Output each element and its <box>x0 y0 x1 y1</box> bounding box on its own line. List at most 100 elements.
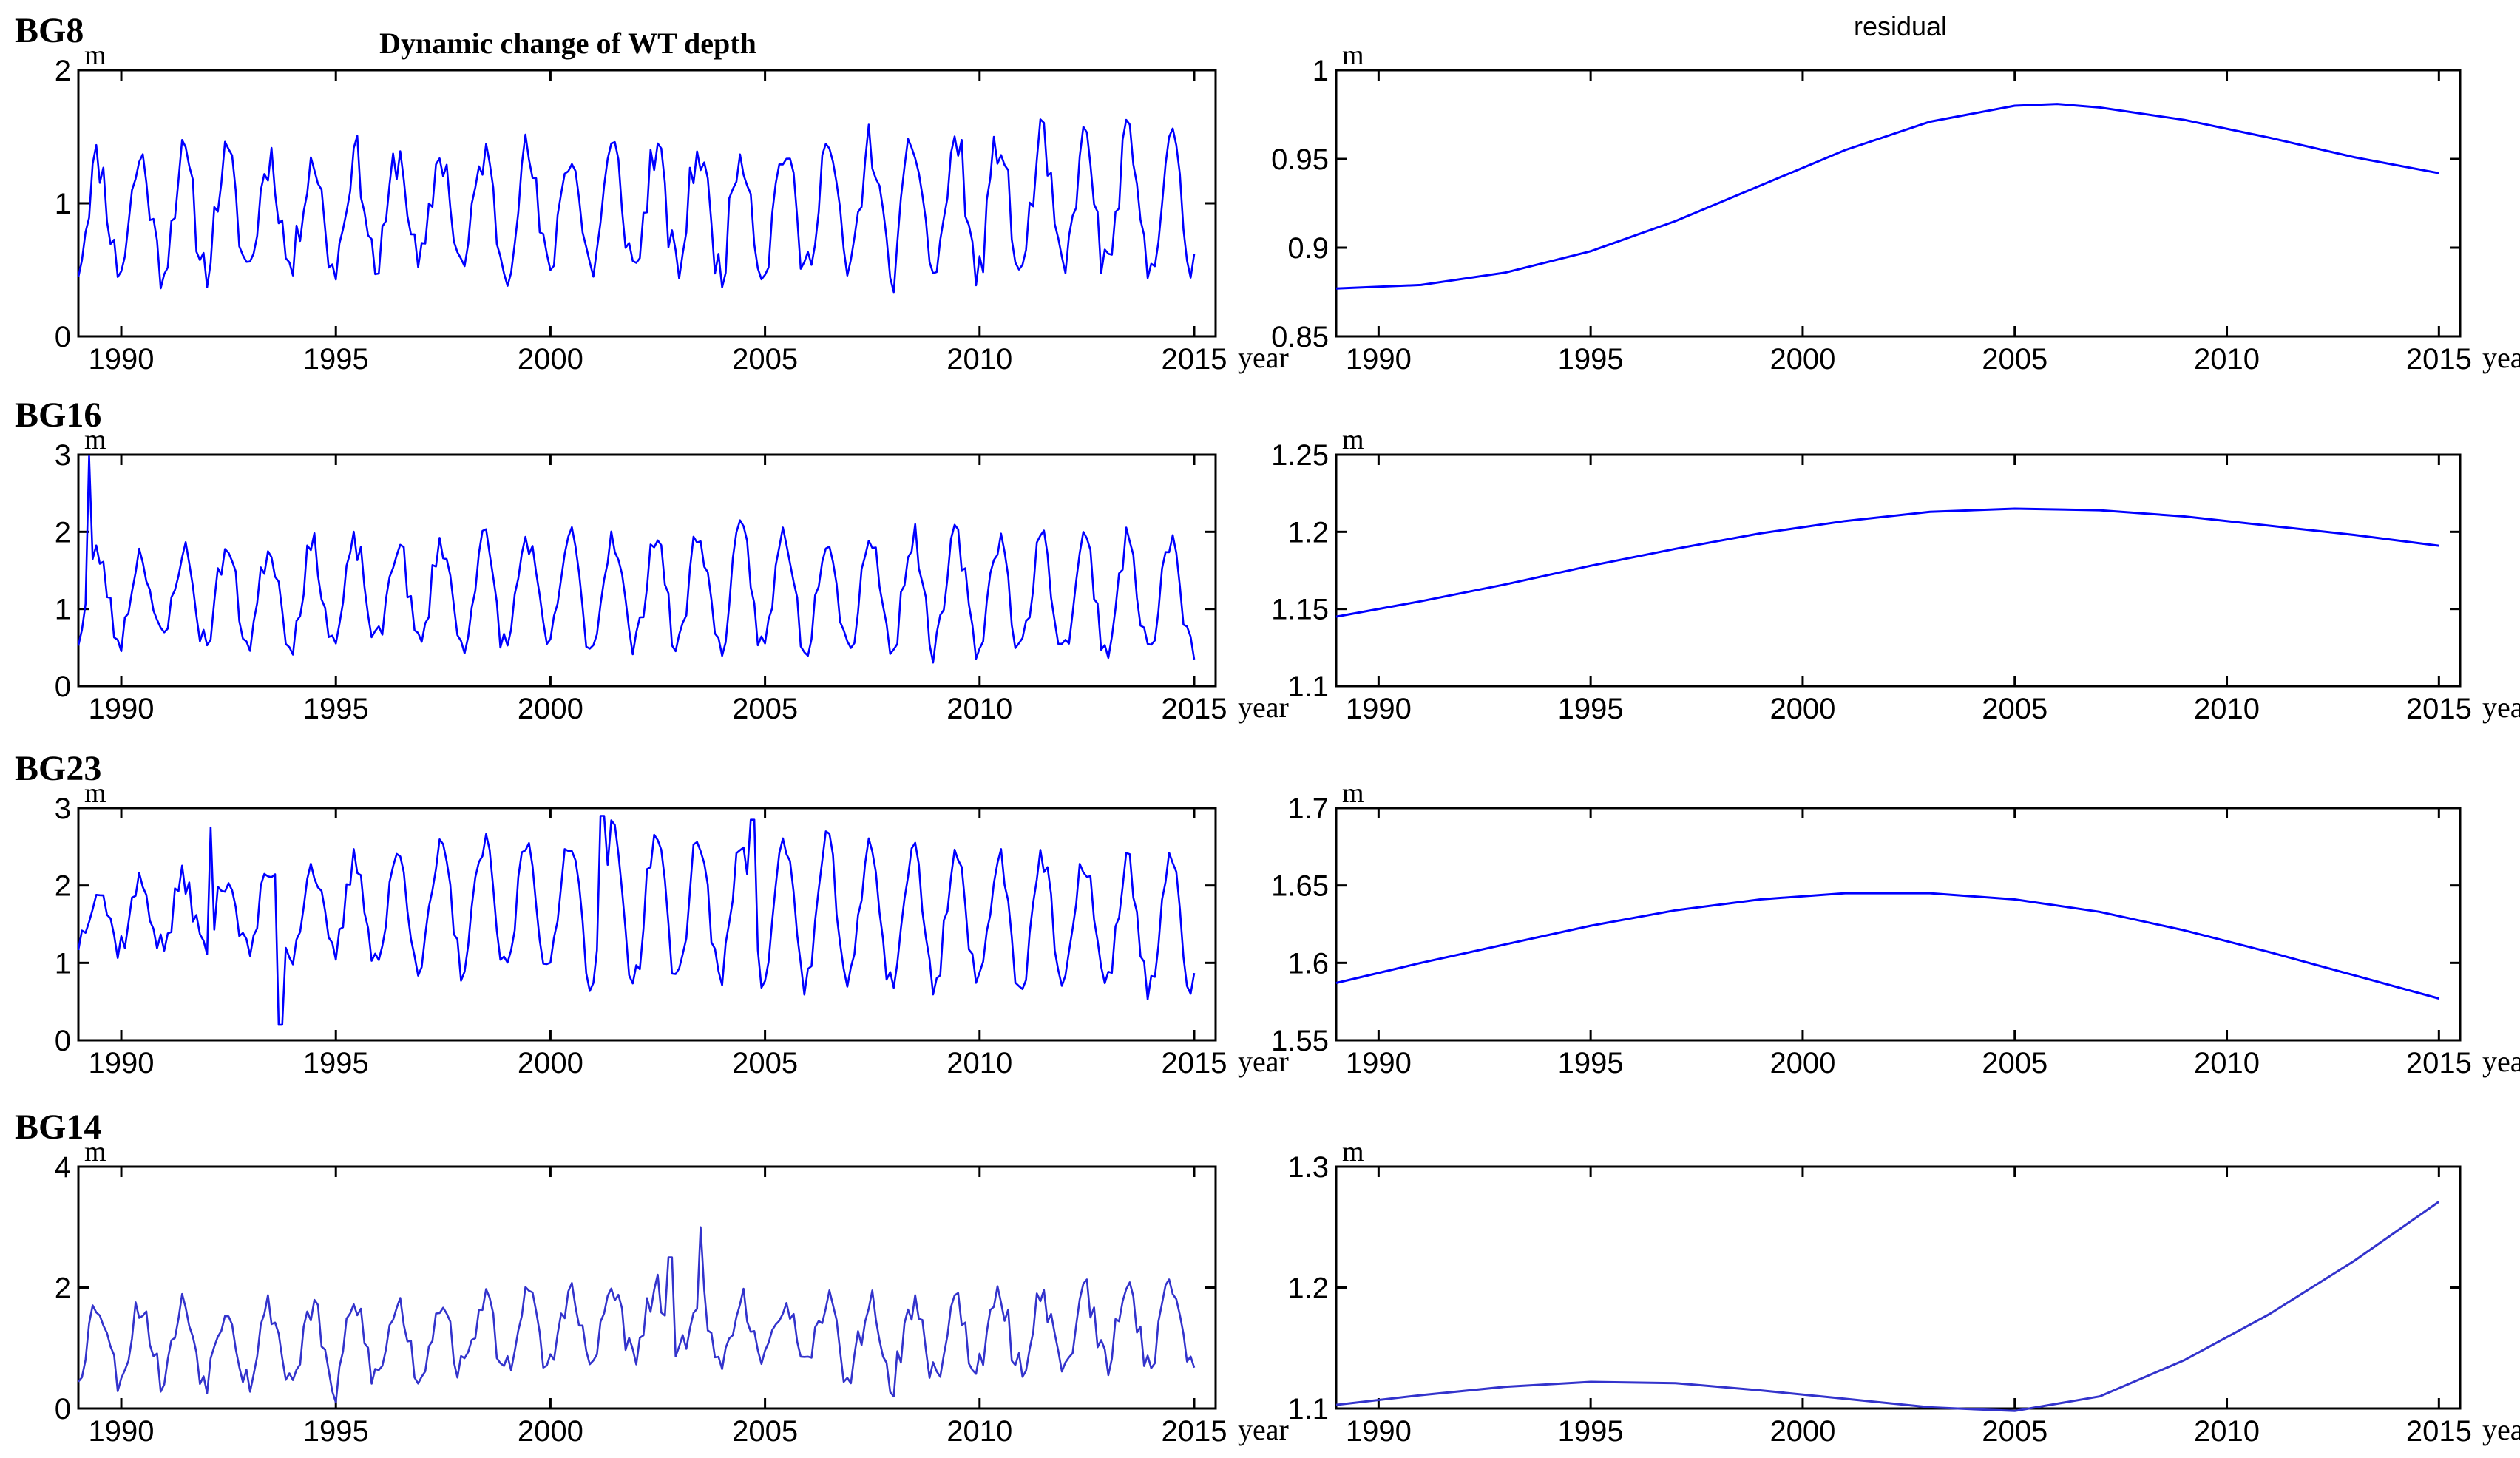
series-line-residual-bg14 <box>1335 1201 2440 1412</box>
x-tick-label: 1995 <box>1558 343 1624 376</box>
y-tick-label: 1.15 <box>1271 594 1329 626</box>
x-tick-label: 2000 <box>1769 1047 1835 1079</box>
y-tick-label: 3 <box>55 793 71 825</box>
y-tick-label: 1.6 <box>1287 947 1329 980</box>
x-tick-label: 2005 <box>1982 343 2048 376</box>
panel-residual-bg23: 1.55 1.6 1.65 1.7 1990 1995 2000 2005 2010 2015 m y… <box>1271 778 2520 1079</box>
series-line-residual-bg23 <box>1335 892 2439 1000</box>
series-line-raw-bg23 <box>77 815 1196 1026</box>
y-tick-label: 2 <box>55 55 71 87</box>
x-tick-label: 2010 <box>946 1047 1012 1079</box>
y-tick-label: 0.95 <box>1271 143 1329 176</box>
x-tick-label: 2000 <box>1769 1415 1835 1448</box>
x-tick-label: 1990 <box>89 693 155 725</box>
axes-frame <box>77 807 1217 1042</box>
panel-residual-bg16: 1.1 1.15 1.2 1.25 1990 1995 2000 2005 2010 2015 m y… <box>1271 424 2520 725</box>
panel-raw-bg8: 0 1 2 1990 1995 2000 2005 2010 2015 m year BG8 <box>15 11 1289 376</box>
x-axis-label: year <box>2482 1413 2520 1446</box>
x-tick-label: 2010 <box>946 343 1012 376</box>
x-tick-label: 2005 <box>732 1415 798 1448</box>
x-tick-label: 1995 <box>303 1047 369 1079</box>
right-column-title: residual <box>1854 11 1947 41</box>
x-tick-label: 2010 <box>946 693 1012 725</box>
x-tick-label: 2015 <box>1161 1415 1227 1448</box>
panel-raw-bg16: 0 1 2 3 1990 1995 2000 2005 2010 2015 m year BG16 <box>15 396 1289 725</box>
x-tick-label: 2010 <box>2194 343 2260 376</box>
y-tick-label: 4 <box>55 1151 71 1184</box>
axes-frame <box>1335 453 2462 688</box>
x-tick-label: 2015 <box>1161 1047 1227 1079</box>
x-tick-label: 2000 <box>518 1415 583 1448</box>
axes-frame <box>77 1165 1217 1410</box>
x-tick-label: 2015 <box>2406 693 2472 725</box>
left-column-title: Dynamic change of WT depth <box>379 27 756 60</box>
y-tick-label: 0 <box>55 321 71 353</box>
x-axis-label: year <box>1238 691 1289 724</box>
axes-frame <box>1335 69 2462 338</box>
y-tick-label: 1.65 <box>1271 870 1329 903</box>
y-tick-label: 1.3 <box>1287 1151 1329 1184</box>
x-tick-label: 2005 <box>1982 1047 2048 1079</box>
series-line-raw-bg14 <box>77 1226 1196 1404</box>
y-tick-label: 1 <box>1312 55 1329 87</box>
y-tick-label: 0 <box>55 671 71 703</box>
y-axis-unit-label: m <box>84 1136 106 1167</box>
axes-frame <box>1335 1165 2462 1410</box>
x-tick-label: 2015 <box>1161 343 1227 376</box>
axes-frame <box>77 453 1217 688</box>
axes-frame <box>1335 807 2462 1042</box>
x-tick-label: 2000 <box>1769 343 1835 376</box>
y-axis-unit-label: m <box>84 424 106 455</box>
x-tick-label: 2000 <box>518 693 583 725</box>
x-tick-label: 2015 <box>2406 1415 2472 1448</box>
series-line-raw-bg8 <box>77 118 1196 294</box>
y-axis-unit-label: m <box>1342 40 1364 71</box>
x-tick-label: 2015 <box>1161 693 1227 725</box>
y-tick-label: 2 <box>55 516 71 549</box>
x-tick-label: 1995 <box>1558 1047 1624 1079</box>
x-tick-label: 1995 <box>1558 693 1624 725</box>
x-axis-label: year <box>1238 1413 1289 1446</box>
series-line-raw-bg16 <box>77 455 1196 664</box>
x-tick-label: 2000 <box>1769 693 1835 725</box>
panel-raw-bg23: 0 1 2 3 1990 1995 2000 2005 2010 2015 m year BG23 <box>15 749 1289 1079</box>
y-tick-label: 1.55 <box>1271 1025 1329 1057</box>
x-tick-label: 2015 <box>2406 1047 2472 1079</box>
y-tick-label: 1.7 <box>1287 793 1329 825</box>
x-axis-label: year <box>2482 691 2520 724</box>
y-tick-label: 0 <box>55 1025 71 1057</box>
x-tick-label: 2000 <box>518 343 583 376</box>
x-tick-label: 1990 <box>89 343 155 376</box>
y-tick-label: 3 <box>55 439 71 472</box>
x-tick-label: 1995 <box>1558 1415 1624 1448</box>
x-tick-label: 2015 <box>2406 343 2472 376</box>
y-tick-label: 1.2 <box>1287 516 1329 549</box>
x-tick-label: 2005 <box>732 1047 798 1079</box>
y-tick-label: 1 <box>55 594 71 626</box>
y-tick-label: 2 <box>55 870 71 903</box>
x-tick-label: 2010 <box>2194 1047 2260 1079</box>
x-tick-label: 1995 <box>303 693 369 725</box>
x-axis-label: year <box>1238 341 1289 374</box>
panel-residual-bg14: 1.1 1.2 1.3 1990 1995 2000 2005 2010 2015 m year <box>1287 1136 2520 1448</box>
x-tick-label: 2000 <box>518 1047 583 1079</box>
y-tick-label: 1 <box>55 188 71 220</box>
y-tick-label: 1.1 <box>1287 671 1329 703</box>
x-tick-label: 1990 <box>1346 343 1412 376</box>
x-tick-label: 2010 <box>2194 1415 2260 1448</box>
y-axis-unit-label: m <box>84 778 106 809</box>
x-tick-label: 1990 <box>1346 1415 1412 1448</box>
x-tick-label: 1990 <box>89 1415 155 1448</box>
x-tick-label: 2005 <box>1982 1415 2048 1448</box>
x-tick-label: 2010 <box>2194 693 2260 725</box>
y-tick-label: 2 <box>55 1272 71 1305</box>
x-tick-label: 1995 <box>303 343 369 376</box>
y-tick-label: 1.1 <box>1287 1393 1329 1425</box>
well-label-bg8: BG8 <box>15 11 84 50</box>
x-tick-label: 1990 <box>1346 1047 1412 1079</box>
y-axis-unit-label: m <box>1342 1136 1364 1167</box>
x-tick-label: 2005 <box>732 343 798 376</box>
y-tick-label: 0.9 <box>1287 232 1329 265</box>
x-tick-label: 2010 <box>946 1415 1012 1448</box>
y-tick-label: 1.25 <box>1271 439 1329 472</box>
